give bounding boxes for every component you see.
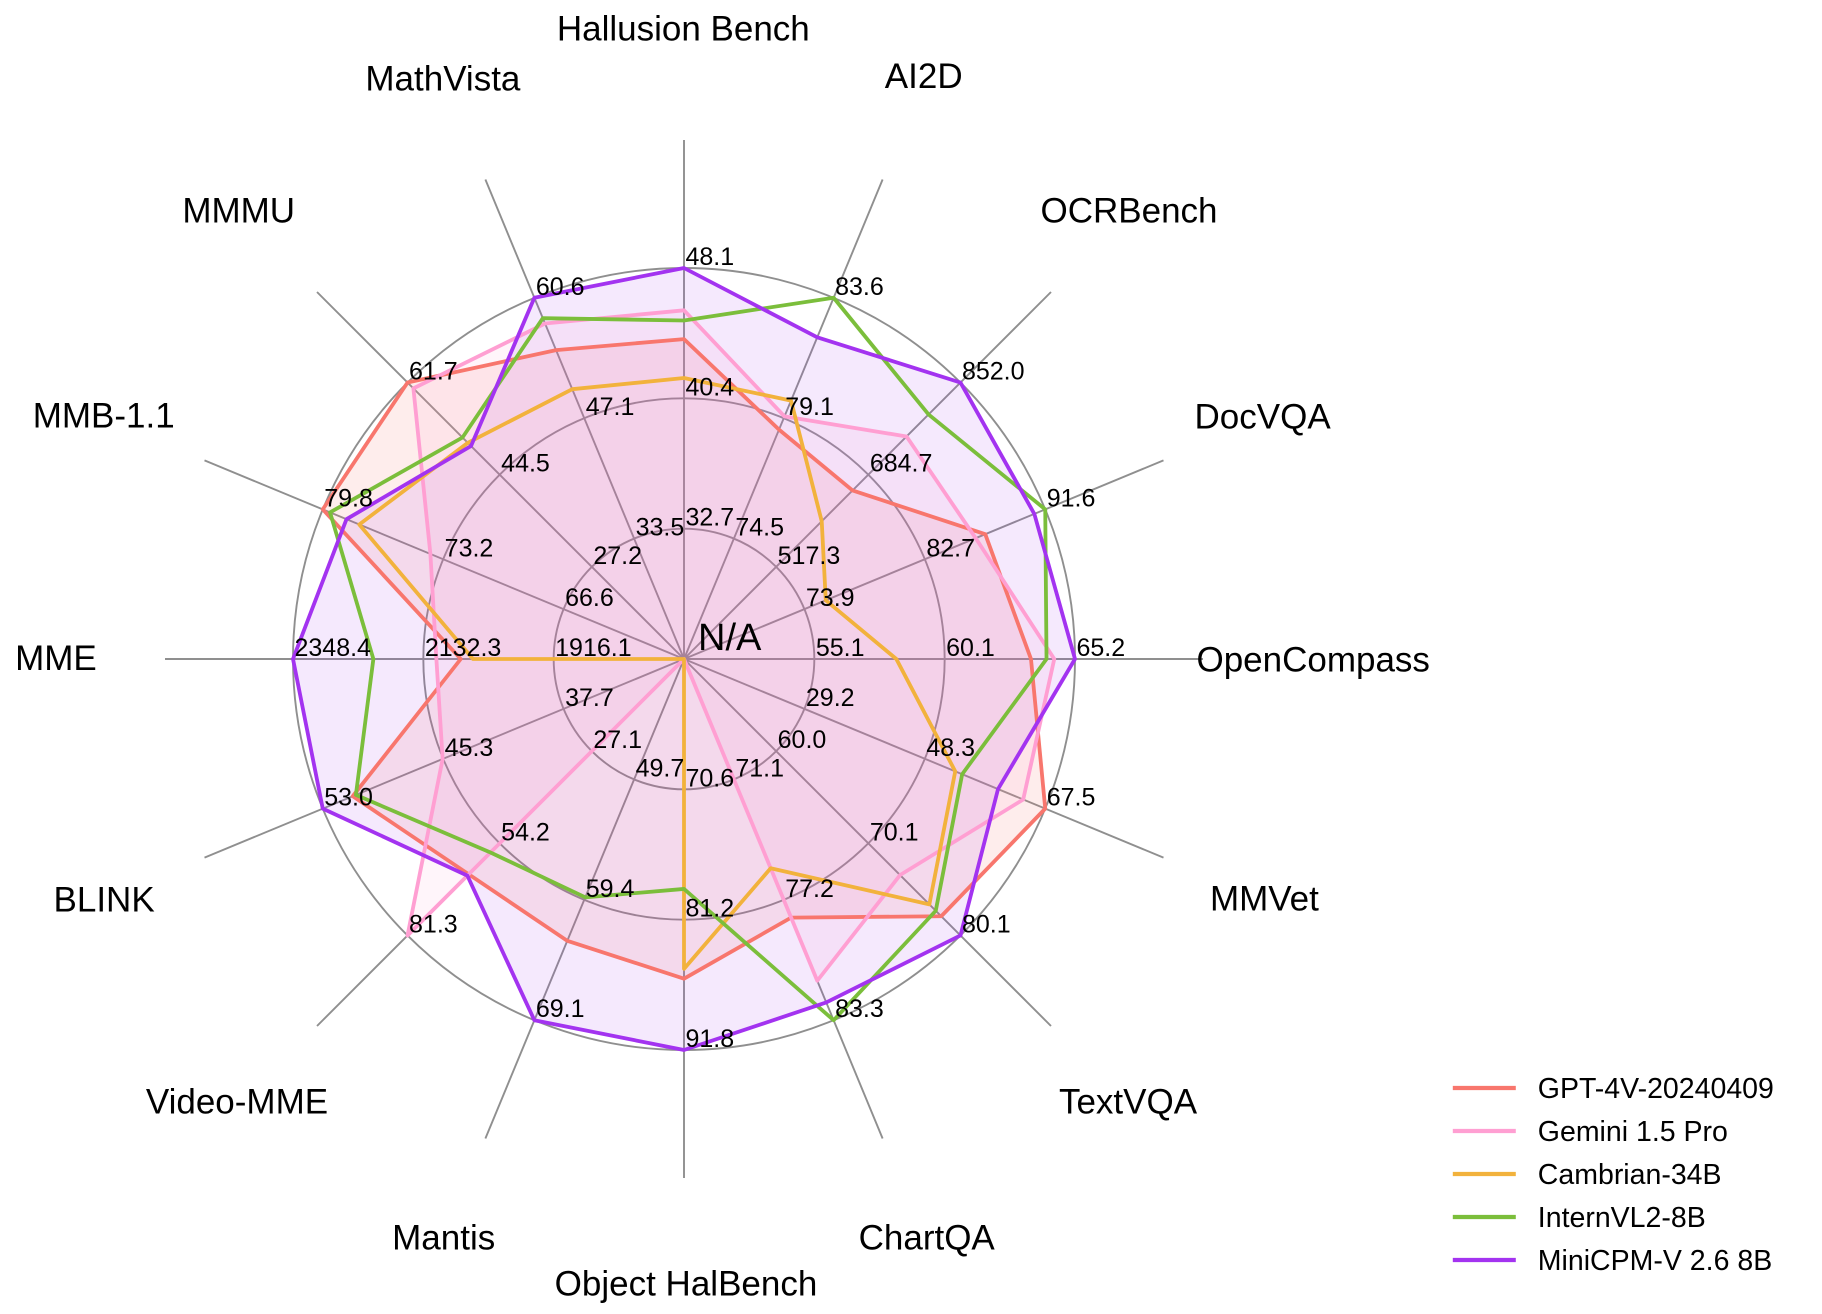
svg-text:2132.3: 2132.3 [425, 634, 501, 662]
svg-text:73.9: 73.9 [806, 584, 855, 612]
svg-text:N/A: N/A [698, 617, 762, 659]
svg-text:79.1: 79.1 [785, 393, 834, 421]
svg-text:Cambrian-34B: Cambrian-34B [1538, 1159, 1722, 1191]
svg-text:77.2: 77.2 [785, 875, 834, 903]
svg-text:Object HalBench: Object HalBench [555, 1264, 818, 1303]
svg-text:MMB-1.1: MMB-1.1 [33, 397, 175, 436]
svg-text:MathVista: MathVista [365, 60, 521, 99]
svg-text:81.2: 81.2 [686, 895, 735, 923]
svg-text:55.1: 55.1 [816, 634, 865, 662]
svg-text:MiniCPM-V 2.6 8B: MiniCPM-V 2.6 8B [1538, 1245, 1772, 1277]
svg-text:59.4: 59.4 [586, 875, 635, 903]
svg-text:852.0: 852.0 [962, 358, 1025, 386]
svg-text:33.5: 33.5 [636, 514, 685, 542]
svg-text:29.2: 29.2 [806, 684, 855, 712]
svg-text:49.7: 49.7 [636, 754, 685, 782]
svg-text:ChartQA: ChartQA [859, 1219, 996, 1258]
svg-text:82.7: 82.7 [926, 534, 975, 562]
svg-text:83.3: 83.3 [835, 995, 884, 1023]
svg-text:32.7: 32.7 [686, 504, 735, 532]
svg-text:27.1: 27.1 [593, 726, 642, 754]
svg-text:684.7: 684.7 [870, 450, 933, 478]
svg-text:45.3: 45.3 [445, 734, 494, 762]
svg-text:53.0: 53.0 [324, 784, 373, 812]
svg-text:70.6: 70.6 [686, 764, 735, 792]
svg-text:Mantis: Mantis [392, 1219, 495, 1258]
svg-text:69.1: 69.1 [536, 995, 585, 1023]
svg-text:TextVQA: TextVQA [1059, 1082, 1198, 1121]
svg-text:91.8: 91.8 [686, 1025, 735, 1053]
svg-text:InternVL2-8B: InternVL2-8B [1538, 1202, 1706, 1234]
svg-text:74.5: 74.5 [735, 514, 784, 542]
svg-text:47.1: 47.1 [586, 393, 635, 421]
svg-text:65.2: 65.2 [1077, 634, 1126, 662]
svg-text:60.1: 60.1 [946, 634, 995, 662]
svg-text:80.1: 80.1 [962, 910, 1011, 938]
svg-text:60.0: 60.0 [778, 726, 827, 754]
svg-text:DocVQA: DocVQA [1195, 398, 1332, 437]
svg-text:BLINK: BLINK [54, 880, 155, 919]
svg-text:Gemini 1.5 Pro: Gemini 1.5 Pro [1538, 1116, 1728, 1148]
svg-text:OpenCompass: OpenCompass [1196, 641, 1429, 680]
svg-text:MME: MME [15, 639, 97, 678]
svg-text:44.5: 44.5 [501, 450, 550, 478]
svg-text:73.2: 73.2 [445, 534, 494, 562]
svg-text:71.1: 71.1 [735, 754, 784, 782]
svg-text:27.2: 27.2 [593, 542, 642, 570]
svg-text:67.5: 67.5 [1047, 784, 1096, 812]
svg-text:GPT-4V-20240409: GPT-4V-20240409 [1538, 1073, 1774, 1105]
svg-text:MMMU: MMMU [182, 192, 295, 231]
svg-text:MMVet: MMVet [1210, 879, 1319, 918]
svg-text:1916.1: 1916.1 [555, 634, 631, 662]
svg-text:83.6: 83.6 [835, 273, 884, 301]
svg-text:61.7: 61.7 [409, 358, 458, 386]
svg-text:70.1: 70.1 [870, 818, 919, 846]
svg-text:2348.4: 2348.4 [295, 634, 372, 662]
svg-text:48.3: 48.3 [926, 734, 975, 762]
svg-text:48.1: 48.1 [686, 243, 735, 271]
svg-text:81.3: 81.3 [409, 910, 458, 938]
svg-text:AI2D: AI2D [885, 57, 963, 96]
svg-text:91.6: 91.6 [1047, 484, 1096, 512]
svg-text:54.2: 54.2 [501, 818, 550, 846]
svg-text:79.8: 79.8 [324, 484, 373, 512]
svg-text:Hallusion Bench: Hallusion Bench [557, 10, 810, 49]
svg-text:Video-MME: Video-MME [146, 1082, 328, 1121]
svg-text:37.7: 37.7 [565, 684, 614, 712]
svg-text:517.3: 517.3 [778, 542, 841, 570]
svg-text:OCRBench: OCRBench [1040, 192, 1217, 231]
svg-text:40.4: 40.4 [686, 373, 735, 401]
svg-text:60.6: 60.6 [536, 273, 585, 301]
svg-text:66.6: 66.6 [565, 584, 614, 612]
